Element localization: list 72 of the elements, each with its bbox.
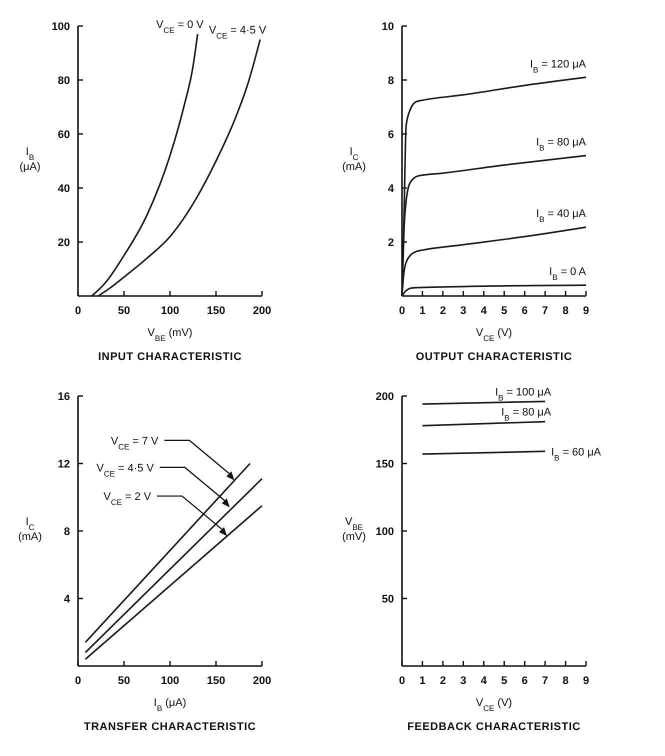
x-tick-label: 0 bbox=[398, 305, 406, 317]
series-label: I$_{B}$ = 100 μA bbox=[495, 386, 552, 402]
y-tick-label: 16 bbox=[58, 390, 70, 403]
x-tick-label: 150 bbox=[206, 305, 226, 317]
x-tick-label: 4 bbox=[480, 305, 488, 317]
x-tick-label: 0 bbox=[74, 675, 82, 687]
y-tick-label: 12 bbox=[58, 458, 70, 470]
y-tick-label: 40 bbox=[58, 182, 70, 195]
x-tick-label: 50 bbox=[118, 675, 130, 687]
series-label: I$_{B}$ = 80 μA bbox=[501, 406, 552, 422]
y-tick-label: 60 bbox=[58, 128, 70, 141]
y-tick-label: 8 bbox=[64, 526, 70, 538]
y-tick-label: 100 bbox=[52, 20, 70, 33]
x-tick-label: 2 bbox=[440, 305, 446, 317]
text: OUTPUT CHARACTERISTIC bbox=[416, 351, 572, 363]
y-tick-label: 200 bbox=[376, 390, 394, 403]
x-tick-label: 100 bbox=[160, 675, 180, 687]
x-tick-label: 2 bbox=[440, 675, 446, 687]
y-tick-label: 100 bbox=[376, 526, 394, 538]
x-tick-label: 3 bbox=[460, 675, 466, 687]
y-tick-label: 50 bbox=[382, 593, 394, 606]
text: FEEDBACK CHARACTERISTIC bbox=[407, 721, 581, 733]
y-tick-label: 4 bbox=[64, 593, 71, 606]
series-label: V$_{CE}$ = 4·5 V bbox=[208, 24, 267, 40]
series-label: I$_{B}$ = 80 μA bbox=[536, 136, 587, 152]
y-tick-label: 8 bbox=[388, 74, 394, 87]
x-tick-label: 4 bbox=[480, 675, 488, 687]
x-axis-title: V$_{BE}$ (mV) bbox=[148, 327, 192, 342]
x-tick-label: 100 bbox=[160, 305, 180, 317]
x-tick-label: 7 bbox=[542, 305, 548, 317]
x-tick-label: 1 bbox=[419, 675, 426, 687]
text: TRANSFER CHARACTERISTIC bbox=[84, 721, 256, 733]
y-axis-title: I$_{C}$ (mA) bbox=[342, 146, 366, 173]
x-tick-label: 6 bbox=[522, 675, 528, 687]
x-tick-label: 5 bbox=[501, 305, 508, 317]
x-tick-label: 1 bbox=[419, 305, 426, 317]
y-axis-title: I$_{C}$ (mA) bbox=[18, 516, 42, 543]
x-tick-label: 6 bbox=[522, 305, 528, 317]
series-label: I$_{B}$ = 40 μA bbox=[536, 208, 587, 224]
x-tick-label: 9 bbox=[582, 675, 590, 687]
y-tick-label: 80 bbox=[58, 74, 70, 87]
x-tick-label: 7 bbox=[542, 675, 548, 687]
y-tick-label: 10 bbox=[382, 20, 394, 33]
series-label: V$_{CE}$ = 0 V bbox=[156, 19, 204, 35]
series-label: I$_{B}$ = 60 μA bbox=[551, 446, 602, 462]
x-tick-label: 50 bbox=[118, 305, 130, 317]
x-tick-label: 0 bbox=[398, 675, 406, 687]
series-label: I$_{B}$ = 120 μA bbox=[530, 58, 587, 74]
x-tick-label: 200 bbox=[252, 675, 272, 687]
y-tick-label: 6 bbox=[388, 128, 394, 141]
text: INPUT CHARACTERISTIC bbox=[98, 351, 242, 363]
y-axis-title: I$_{B}$ (μA) bbox=[19, 146, 41, 173]
y-axis-title: V$_{BE}$ (mV) bbox=[342, 516, 366, 543]
x-tick-label: 200 bbox=[252, 305, 272, 317]
annotation: V$_{CE}$ = 7 V bbox=[110, 435, 160, 451]
x-axis-title: V$_{CE}$ (V) bbox=[476, 697, 512, 712]
x-tick-label: 9 bbox=[582, 305, 590, 317]
x-axis-title: V$_{CE}$ (V) bbox=[476, 327, 512, 342]
x-tick-label: 0 bbox=[74, 305, 82, 317]
x-axis-title: I$_{B}$ (μA) bbox=[154, 697, 186, 712]
series-label: I$_{B}$ = 0 A bbox=[549, 266, 587, 282]
x-tick-label: 8 bbox=[562, 305, 569, 317]
x-tick-label: 150 bbox=[206, 675, 226, 687]
y-tick-label: 20 bbox=[58, 236, 70, 249]
annotation: V$_{CE}$ = 2 V bbox=[104, 491, 152, 507]
annotation: V$_{CE}$ = 4·5 V bbox=[96, 462, 154, 478]
y-tick-label: 150 bbox=[376, 458, 394, 470]
x-tick-label: 5 bbox=[501, 675, 508, 687]
y-tick-label: 4 bbox=[388, 182, 395, 195]
x-tick-label: 3 bbox=[460, 305, 466, 317]
x-tick-label: 8 bbox=[562, 675, 569, 687]
y-tick-label: 2 bbox=[388, 236, 394, 249]
